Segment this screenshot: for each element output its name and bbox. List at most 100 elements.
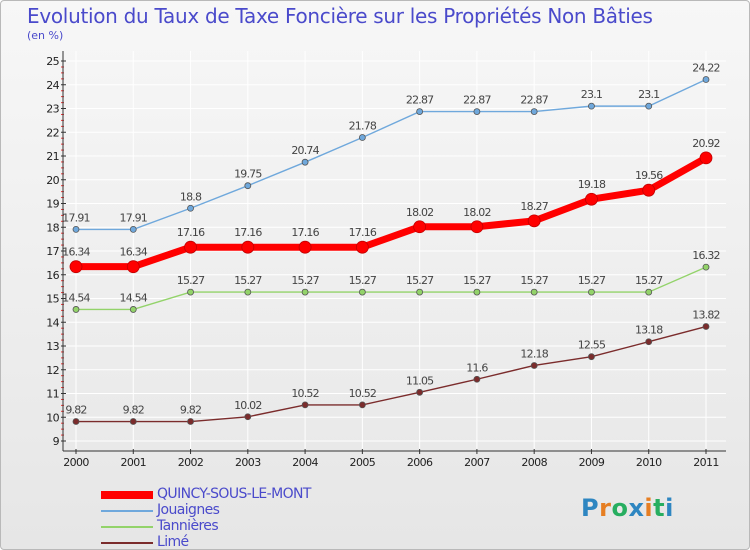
data-label-quincy-sous-le-mont: 18.27 [520, 200, 548, 213]
point-lim- [645, 338, 653, 346]
legend-item-tanni-res: Tannières [101, 518, 401, 535]
point-quincy-sous-le-mont [184, 240, 197, 254]
logo-letter: P [581, 494, 600, 522]
point-quincy-sous-le-mont [470, 220, 484, 234]
y-tick-label: 18 [46, 221, 59, 234]
point-quincy-sous-le-mont [642, 183, 656, 197]
point-lim- [416, 388, 424, 396]
logo-letter: i [644, 494, 654, 522]
x-tick-label: 2006 [407, 456, 433, 469]
logo-letter: i [665, 494, 674, 522]
data-label-lim-: 10.52 [291, 387, 319, 400]
point-jouaignes [301, 158, 309, 166]
point-tanni-res [645, 288, 653, 296]
data-label-jouaignes: 19.75 [234, 168, 262, 181]
point-tanni-res [244, 288, 252, 296]
x-tick-label: 2009 [579, 456, 605, 469]
data-label-jouaignes: 22.87 [520, 94, 548, 107]
legend-swatch [101, 510, 153, 512]
y-tick-label: 17 [46, 245, 59, 258]
data-label-quincy-sous-le-mont: 16.34 [120, 246, 148, 259]
legend-swatch [101, 542, 153, 544]
data-label-quincy-sous-le-mont: 20.92 [692, 137, 720, 150]
point-jouaignes [645, 102, 653, 110]
data-label-lim-: 11.05 [406, 374, 434, 387]
data-label-tanni-res: 15.27 [291, 274, 319, 287]
point-quincy-sous-le-mont [126, 260, 140, 274]
y-tick-label: 25 [46, 55, 59, 68]
point-quincy-sous-le-mont [413, 220, 427, 234]
point-jouaignes [129, 225, 137, 233]
point-quincy-sous-le-mont [699, 151, 713, 165]
point-jouaignes [530, 108, 538, 115]
point-tanni-res [416, 288, 424, 296]
data-label-lim-: 10.52 [349, 387, 377, 400]
data-label-quincy-sous-le-mont: 17.16 [349, 226, 377, 239]
legend-label: Jouaignes [157, 502, 220, 518]
point-lim- [702, 323, 710, 330]
point-lim- [129, 418, 137, 425]
legend-item-lim-: Limé [101, 534, 401, 550]
series-line-quincy-sous-le-mont [72, 154, 710, 271]
data-label-jouaignes: 20.74 [291, 144, 319, 157]
point-tanni-res [588, 288, 595, 296]
point-quincy-sous-le-mont [355, 240, 369, 254]
x-tick-label: 2007 [464, 456, 490, 469]
grid [63, 51, 726, 451]
data-label-jouaignes: 22.87 [463, 94, 491, 107]
point-jouaignes [473, 108, 481, 115]
y-tick-label: 10 [46, 411, 59, 424]
y-tick-label: 16 [46, 269, 59, 282]
legend-swatch [101, 491, 153, 499]
data-label-tanni-res: 14.54 [120, 291, 148, 304]
data-label-tanni-res: 15.27 [463, 274, 491, 287]
point-jouaignes [702, 76, 710, 83]
y-tick-label: 11 [46, 388, 59, 401]
data-label-lim-: 12.18 [520, 347, 548, 360]
y-tick-label: 20 [46, 174, 59, 187]
data-label-lim-: 13.18 [635, 324, 663, 337]
logo-letter: o [611, 494, 629, 522]
point-jouaignes [416, 108, 424, 115]
point-tanni-res [72, 306, 80, 313]
data-label-tanni-res: 15.27 [578, 274, 606, 287]
point-tanni-res [530, 288, 538, 296]
point-jouaignes [187, 204, 194, 212]
series-line-jouaignes [76, 78, 707, 231]
point-lim- [187, 418, 194, 425]
legend-label: Limé [157, 534, 189, 550]
data-label-tanni-res: 15.27 [635, 274, 663, 287]
data-label-lim-: 9.82 [65, 404, 86, 417]
point-lim- [588, 353, 595, 361]
point-jouaignes [358, 134, 366, 141]
y-tick-label: 15 [46, 293, 59, 306]
point-lim- [244, 413, 252, 421]
data-label-tanni-res: 16.32 [692, 249, 720, 262]
legend-label: Tannières [157, 518, 219, 534]
y-tick-label: 19 [46, 198, 59, 211]
x-tick-label: 2003 [235, 456, 261, 469]
y-tick-label: 22 [46, 126, 59, 139]
data-label-jouaignes: 21.78 [349, 119, 377, 132]
data-label-jouaignes: 23.1 [581, 88, 602, 101]
point-tanni-res [702, 263, 710, 271]
data-label-tanni-res: 15.27 [234, 274, 262, 287]
proxiti-logo: Proxiti [581, 494, 674, 522]
y-tick-label: 14 [46, 316, 59, 329]
point-lim- [473, 375, 481, 383]
data-label-quincy-sous-le-mont: 18.02 [406, 206, 434, 219]
point-quincy-sous-le-mont [69, 260, 83, 274]
data-label-lim-: 9.82 [123, 404, 144, 417]
point-jouaignes [244, 182, 252, 190]
logo-letter: r [599, 494, 612, 522]
point-tanni-res [301, 288, 309, 296]
x-tick-label: 2002 [178, 456, 204, 469]
data-label-lim-: 10.02 [234, 399, 262, 412]
point-quincy-sous-le-mont [527, 214, 541, 228]
y-tick-label: 13 [46, 340, 59, 353]
data-label-tanni-res: 15.27 [177, 274, 205, 287]
logo-letter: x [628, 494, 645, 522]
legend-swatch [101, 526, 153, 528]
